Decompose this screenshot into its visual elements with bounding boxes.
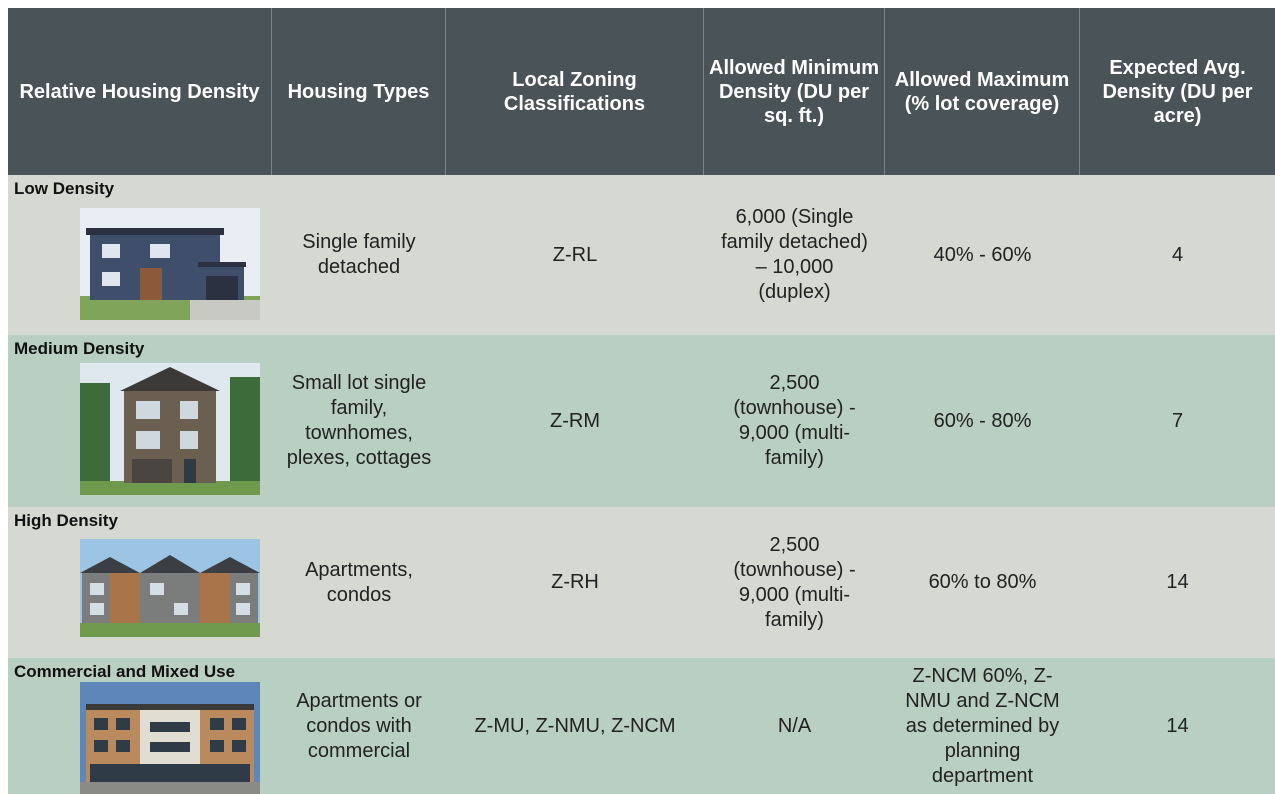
housing-table: Relative Housing Density Housing Types L… — [8, 8, 1275, 794]
cell: Z-RL — [446, 175, 704, 335]
cell: 14 — [1080, 658, 1275, 794]
header-cell: Allowed Minimum Density (DU per sq. ft.) — [704, 8, 885, 175]
cell: 14 — [1080, 507, 1275, 658]
header-cell: Local Zoning Classifications — [446, 8, 704, 175]
house-photo — [80, 682, 260, 794]
density-label: Low Density — [14, 179, 114, 199]
cell: Z-RM — [446, 335, 704, 507]
cell: N/A — [704, 658, 885, 794]
cell: 60% - 80% — [885, 335, 1080, 507]
cell: 4 — [1080, 175, 1275, 335]
cell: 6,000 (Single family detached) – 10,000 … — [704, 175, 885, 335]
cell: 40% - 60% — [885, 175, 1080, 335]
house-photo — [80, 363, 260, 495]
cell: 2,500 (townhouse) - 9,000 (multi-family) — [704, 335, 885, 507]
cell: Medium Density — [8, 335, 272, 507]
cell: Commercial and Mixed Use — [8, 658, 272, 794]
density-label: Medium Density — [14, 339, 144, 359]
cell: Small lot single family, townhomes, plex… — [272, 335, 446, 507]
cell: 60% to 80% — [885, 507, 1080, 658]
header-cell: Expected Avg. Density (DU per acre) — [1080, 8, 1275, 175]
cell: Apartments, condos — [272, 507, 446, 658]
cell: Single family detached — [272, 175, 446, 335]
cell: Low Density — [8, 175, 272, 335]
header-cell: Allowed Maximum (% lot coverage) — [885, 8, 1080, 175]
density-label: Commercial and Mixed Use — [14, 662, 235, 682]
cell: Apartments or condos with commercial — [272, 658, 446, 794]
header-cell: Relative Housing Density — [8, 8, 272, 175]
cell: 2,500 (townhouse) - 9,000 (multi-family) — [704, 507, 885, 658]
cell: 7 — [1080, 335, 1275, 507]
page: Relative Housing Density Housing Types L… — [0, 0, 1275, 794]
density-label: High Density — [14, 511, 118, 531]
cell: Z-MU, Z-NMU, Z-NCM — [446, 658, 704, 794]
house-photo — [80, 208, 260, 320]
house-photo — [80, 539, 260, 637]
header-cell: Housing Types — [272, 8, 446, 175]
cell: Z-NCM 60%, Z-NMU and Z-NCM as determined… — [885, 658, 1080, 794]
cell: Z-RH — [446, 507, 704, 658]
cell: High Density — [8, 507, 272, 658]
